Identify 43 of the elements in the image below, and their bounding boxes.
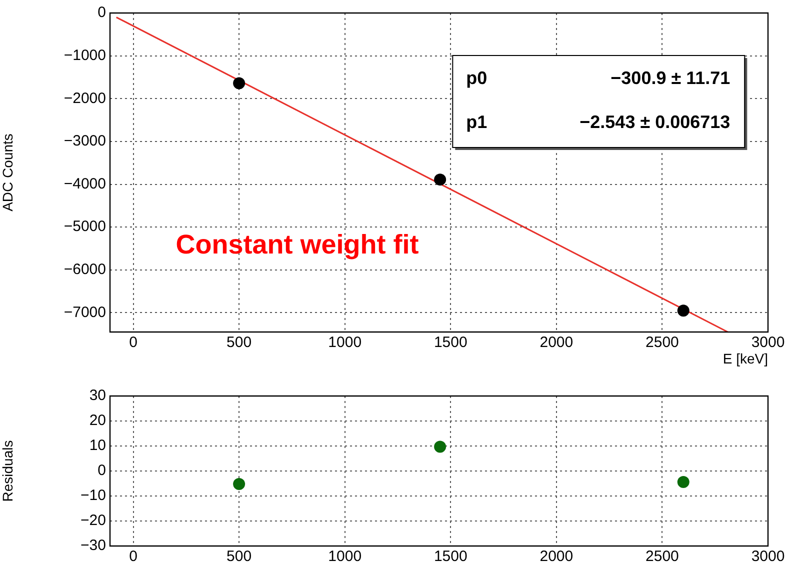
y-tick-label: −6000 — [64, 261, 106, 278]
x-tick-label: 1500 — [434, 334, 468, 352]
x-tick-label: 0 — [129, 548, 138, 566]
y-tick-label: −4000 — [64, 175, 106, 192]
annotation: −300.9 ± 11.71 — [610, 68, 730, 88]
point — [434, 440, 446, 453]
y-tick-label: 30 — [89, 387, 106, 404]
y-tick-label: −3000 — [64, 132, 106, 150]
point — [677, 304, 690, 317]
point — [233, 478, 246, 490]
x-tick-label: 3000 — [751, 548, 785, 566]
annotation: −2.543 ± 0.006713 — [580, 112, 730, 132]
y-tick-label: −30 — [80, 537, 106, 554]
y-tick-label: 0 — [98, 4, 106, 22]
y-tick-label: −1000 — [64, 46, 106, 64]
point — [677, 476, 690, 488]
x-tick-label: 2000 — [540, 548, 574, 566]
point — [434, 174, 446, 186]
x-tick-label: 1000 — [328, 548, 362, 566]
x-tick-label: 1500 — [434, 548, 468, 566]
y-tick-label: −20 — [80, 512, 106, 530]
x-tick-label: 1000 — [328, 334, 362, 352]
y-tick-label: 0 — [98, 462, 106, 480]
y-tick-label: −7000 — [64, 304, 106, 321]
x-tick-label: 2500 — [646, 548, 679, 566]
x-tick-label: 3000 — [751, 334, 785, 352]
x-tick-label: 0 — [129, 334, 138, 352]
annotation: p1 — [466, 112, 488, 132]
y-tick-label: −2000 — [64, 90, 106, 107]
x-tick-label: 500 — [226, 548, 252, 566]
y-tick-label: −10 — [80, 487, 106, 504]
annotation: p0 — [466, 68, 488, 88]
y-axis-title: Residuals — [0, 440, 16, 502]
y-tick-label: 10 — [89, 437, 106, 454]
y-axis-title: ADC Counts — [0, 134, 16, 212]
x-tick-label: 500 — [226, 334, 252, 352]
x-axis-title: E [keV] — [722, 350, 768, 366]
x-tick-label: 2000 — [540, 334, 574, 352]
annotation: Constant weight fit — [176, 229, 419, 260]
y-tick-label: −5000 — [64, 218, 106, 236]
y-tick-label: 20 — [89, 412, 106, 430]
point — [233, 77, 246, 90]
x-tick-label: 2500 — [646, 334, 679, 352]
